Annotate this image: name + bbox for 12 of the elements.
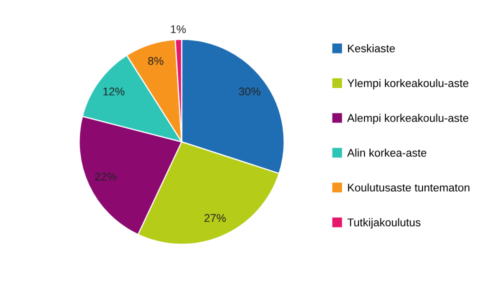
- legend-label: Tutkijakoulutus: [347, 218, 420, 229]
- data-label: 8%: [148, 57, 164, 65]
- data-label: 30%: [238, 88, 260, 96]
- legend-label: Alempi korkeakoulu-aste: [347, 114, 468, 124]
- legend-label: Alin korkea-aste: [347, 148, 426, 157]
- data-label: 27%: [204, 214, 226, 222]
- data-label: 22%: [95, 172, 116, 181]
- legend-label: Koulutusaste tuntematon: [348, 183, 470, 192]
- legend-label: Keskiaste: [348, 44, 395, 52]
- data-label: 1%: [170, 25, 186, 34]
- data-label: 12%: [103, 88, 124, 96]
- legend-label: Ylempi korkeakoulu-aste: [347, 78, 468, 90]
